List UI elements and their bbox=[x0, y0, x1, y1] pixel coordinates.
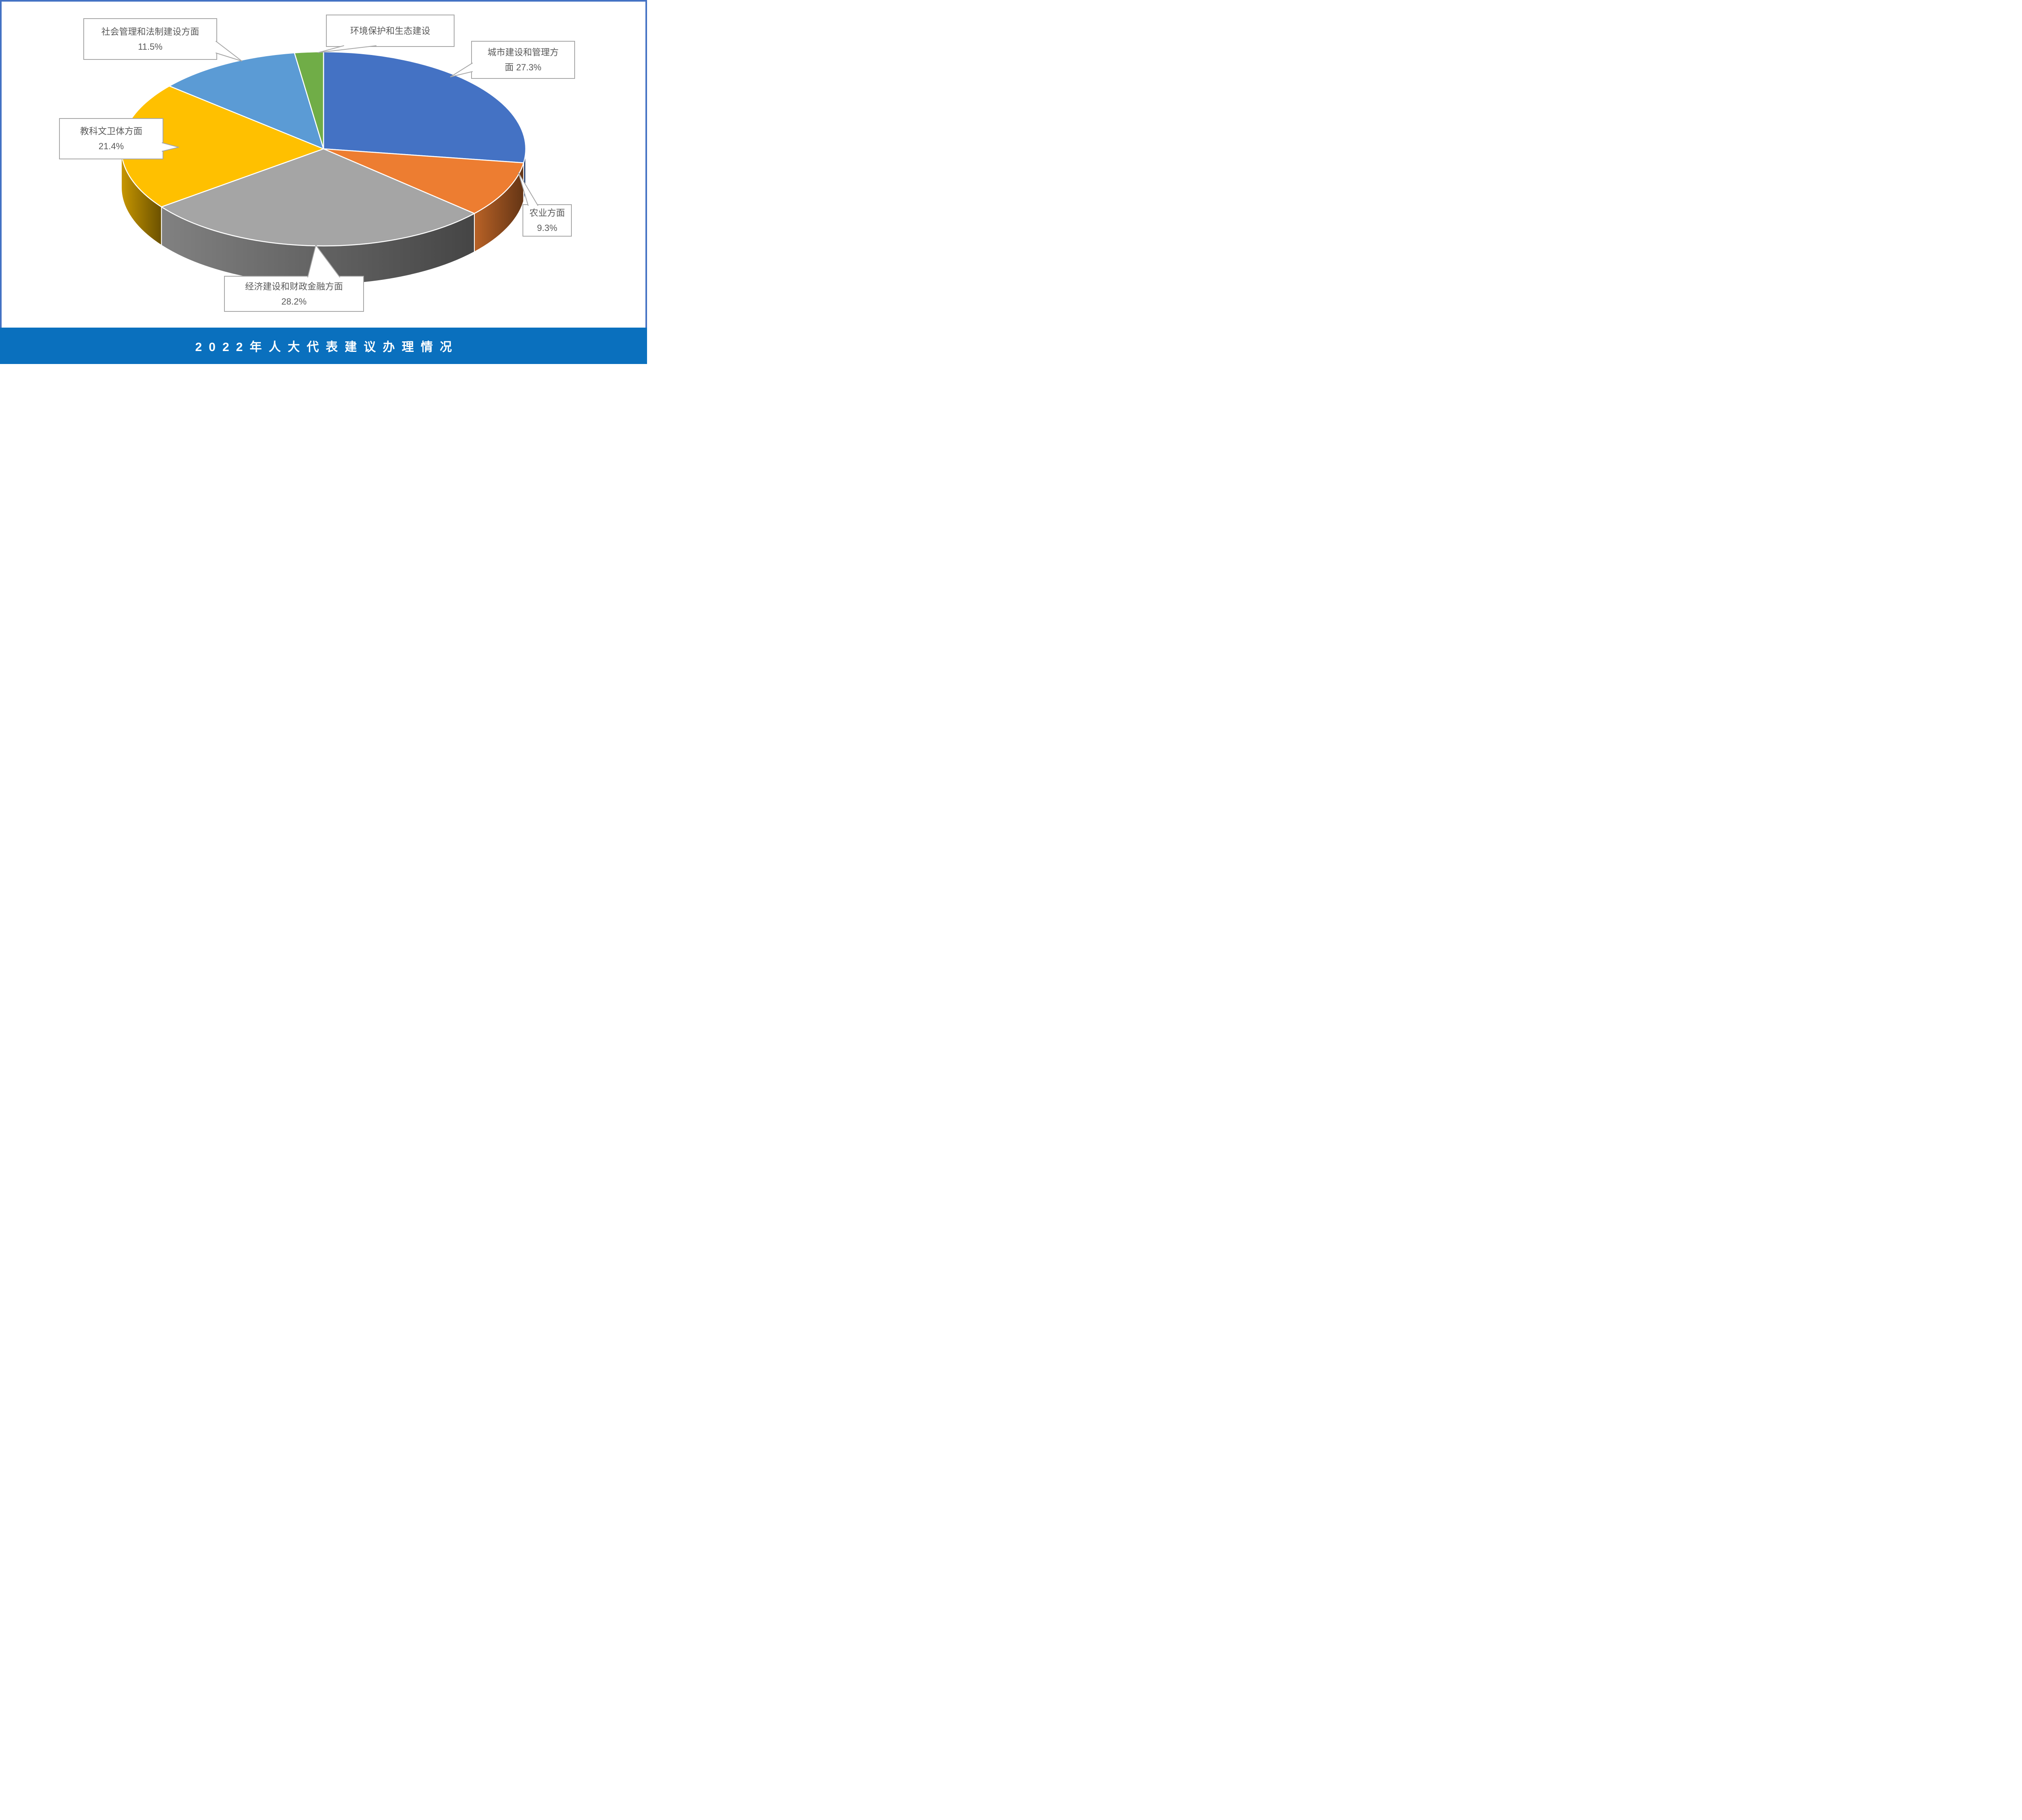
pie-slice-2 bbox=[161, 148, 475, 247]
callout-label: 社会管理和法制建设方面 bbox=[101, 26, 199, 37]
callout-environment: 环境保护和生态建设 bbox=[326, 15, 454, 47]
callout-box-1 bbox=[326, 15, 455, 47]
infographic-canvas: 社会管理和法制建设方面 11.5% 环境保护和生态建设 城市建设和管理方 面 2… bbox=[0, 0, 647, 364]
callout-percent: 9.3% bbox=[537, 223, 558, 233]
callout-pointer-line bbox=[162, 142, 179, 148]
callout-box-3 bbox=[522, 204, 572, 237]
callout-pointer-line bbox=[216, 53, 242, 61]
callout-pointer-line bbox=[518, 172, 529, 206]
callout-box-5 bbox=[224, 276, 364, 312]
frame-border-right bbox=[645, 0, 647, 328]
callout-pointer-line bbox=[162, 147, 179, 152]
callout-social-management: 社会管理和法制建设方面 11.5% bbox=[84, 19, 217, 59]
callout-education-culture: 教科文卫体方面 21.4% bbox=[59, 119, 163, 159]
callout-pointer-line bbox=[450, 71, 473, 77]
callout-pointer-line bbox=[518, 172, 538, 206]
callout-pointer-line bbox=[315, 245, 340, 277]
callout-urban-construction: 城市建设和管理方 面 27.3% bbox=[472, 41, 575, 78]
pie-slice-0 bbox=[323, 51, 527, 163]
callout-label: 城市建设和管理方 bbox=[487, 47, 559, 57]
callout-box-2 bbox=[471, 41, 575, 79]
callout-label: 教科文卫体方面 bbox=[80, 126, 142, 136]
pie-slice-1 bbox=[323, 148, 525, 214]
callout-percent: 11.5% bbox=[138, 41, 163, 52]
callout-pointer-line bbox=[318, 45, 376, 53]
callout-pointer-4 bbox=[162, 143, 179, 151]
pie-slice-4 bbox=[169, 52, 324, 150]
callout-box-0 bbox=[83, 18, 217, 60]
callout-percent: 21.4% bbox=[98, 141, 124, 151]
callout-percent: 面 27.3% bbox=[505, 62, 541, 72]
callout-box-4 bbox=[59, 118, 163, 159]
frame-border-top bbox=[0, 0, 647, 2]
callout-label: 经济建设和财政金融方面 bbox=[245, 281, 343, 292]
title-banner: 2022年人大代表建议办理情况 bbox=[0, 328, 647, 364]
callout-pointer-line bbox=[450, 63, 473, 77]
frame-border-left bbox=[0, 0, 2, 328]
callout-pointer-line bbox=[318, 45, 344, 53]
pie-chart-svg bbox=[59, 15, 575, 312]
callout-pointer-5 bbox=[308, 245, 340, 277]
callout-pointer-line bbox=[216, 41, 242, 61]
callout-percent: 28.2% bbox=[281, 296, 307, 307]
callout-pointer-line bbox=[307, 245, 316, 277]
callout-economy-finance: 经济建设和财政金融方面 28.2% bbox=[224, 276, 364, 311]
callout-agriculture: 农业方面 9.3% bbox=[523, 205, 571, 236]
chart-title: 2022年人大代表建议办理情况 bbox=[195, 341, 459, 354]
callout-label: 农业方面 bbox=[529, 208, 565, 218]
callout-label: 环境保护和生态建设 bbox=[350, 25, 430, 36]
